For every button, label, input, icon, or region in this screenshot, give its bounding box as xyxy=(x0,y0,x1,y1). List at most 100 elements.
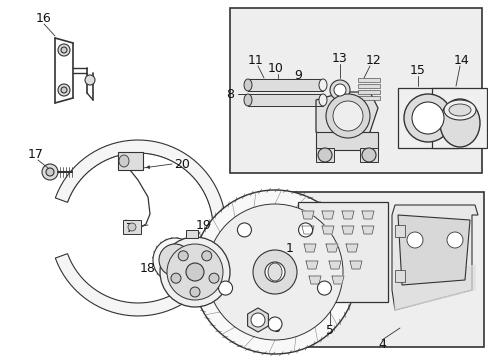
Bar xyxy=(229,8,481,173)
Polygon shape xyxy=(305,261,317,269)
Polygon shape xyxy=(302,211,313,219)
Text: 5: 5 xyxy=(325,324,333,337)
Polygon shape xyxy=(397,215,469,285)
Polygon shape xyxy=(394,265,474,310)
Polygon shape xyxy=(308,276,320,284)
Circle shape xyxy=(218,281,232,295)
Text: 10: 10 xyxy=(267,62,284,75)
Text: 19: 19 xyxy=(196,219,211,231)
Polygon shape xyxy=(361,211,373,219)
Bar xyxy=(297,202,387,302)
Circle shape xyxy=(333,84,346,96)
Ellipse shape xyxy=(128,223,136,231)
Circle shape xyxy=(185,263,203,281)
Polygon shape xyxy=(247,94,323,106)
Circle shape xyxy=(153,238,197,282)
Polygon shape xyxy=(328,261,340,269)
Circle shape xyxy=(206,204,342,340)
Circle shape xyxy=(411,102,443,134)
Polygon shape xyxy=(302,226,313,234)
Text: 15: 15 xyxy=(409,63,425,77)
Circle shape xyxy=(446,232,462,248)
Bar xyxy=(357,78,379,82)
Polygon shape xyxy=(247,79,323,91)
Polygon shape xyxy=(304,244,315,252)
Circle shape xyxy=(160,237,229,307)
Circle shape xyxy=(250,313,264,327)
Circle shape xyxy=(167,244,223,300)
Circle shape xyxy=(42,164,58,180)
Circle shape xyxy=(178,251,188,261)
Bar xyxy=(315,132,377,150)
Bar xyxy=(357,96,379,100)
Polygon shape xyxy=(321,211,333,219)
Polygon shape xyxy=(321,226,333,234)
Text: 12: 12 xyxy=(366,54,381,67)
Circle shape xyxy=(61,47,67,53)
Text: 4: 4 xyxy=(377,338,385,351)
Text: 14: 14 xyxy=(453,54,469,67)
Bar xyxy=(287,192,483,347)
Bar xyxy=(431,88,486,148)
Polygon shape xyxy=(247,308,268,332)
Circle shape xyxy=(237,223,251,237)
Circle shape xyxy=(85,75,95,85)
Ellipse shape xyxy=(443,100,475,120)
Ellipse shape xyxy=(267,263,282,281)
Circle shape xyxy=(267,317,282,331)
Polygon shape xyxy=(325,244,337,252)
Circle shape xyxy=(159,244,191,276)
Circle shape xyxy=(252,250,296,294)
Polygon shape xyxy=(349,261,361,269)
Bar xyxy=(357,90,379,94)
Polygon shape xyxy=(55,140,225,316)
Text: 18: 18 xyxy=(140,261,156,274)
Circle shape xyxy=(190,287,200,297)
Bar xyxy=(394,270,404,282)
Ellipse shape xyxy=(439,99,479,147)
Circle shape xyxy=(332,101,362,131)
Ellipse shape xyxy=(244,79,251,91)
Circle shape xyxy=(317,148,331,162)
Bar xyxy=(123,220,141,234)
Circle shape xyxy=(298,223,312,237)
Circle shape xyxy=(58,44,70,56)
Circle shape xyxy=(317,281,331,295)
Bar xyxy=(357,84,379,88)
Polygon shape xyxy=(346,244,357,252)
Bar xyxy=(185,230,198,238)
Text: 3: 3 xyxy=(203,252,211,265)
Circle shape xyxy=(208,273,219,283)
Circle shape xyxy=(61,87,67,93)
Text: 7: 7 xyxy=(126,221,134,234)
Text: 2: 2 xyxy=(174,248,182,261)
Text: 20: 20 xyxy=(174,158,189,171)
Polygon shape xyxy=(341,211,353,219)
Circle shape xyxy=(406,232,422,248)
Circle shape xyxy=(46,168,54,176)
Text: 6: 6 xyxy=(271,321,279,334)
Bar xyxy=(359,148,377,162)
Polygon shape xyxy=(391,205,477,310)
Polygon shape xyxy=(341,226,353,234)
Bar xyxy=(394,225,404,237)
Circle shape xyxy=(329,80,349,100)
Ellipse shape xyxy=(448,104,470,116)
Polygon shape xyxy=(331,276,343,284)
Circle shape xyxy=(58,84,70,96)
Ellipse shape xyxy=(318,94,326,106)
Circle shape xyxy=(361,148,375,162)
Circle shape xyxy=(171,273,181,283)
Ellipse shape xyxy=(318,79,326,91)
Bar xyxy=(315,148,333,162)
Text: 17: 17 xyxy=(28,148,44,161)
Text: 8: 8 xyxy=(225,87,234,100)
Circle shape xyxy=(193,190,356,354)
Circle shape xyxy=(325,94,369,138)
Polygon shape xyxy=(361,226,373,234)
Circle shape xyxy=(264,262,285,282)
Ellipse shape xyxy=(244,94,251,106)
Text: 13: 13 xyxy=(331,51,347,64)
Ellipse shape xyxy=(119,155,129,167)
Bar xyxy=(397,88,457,148)
